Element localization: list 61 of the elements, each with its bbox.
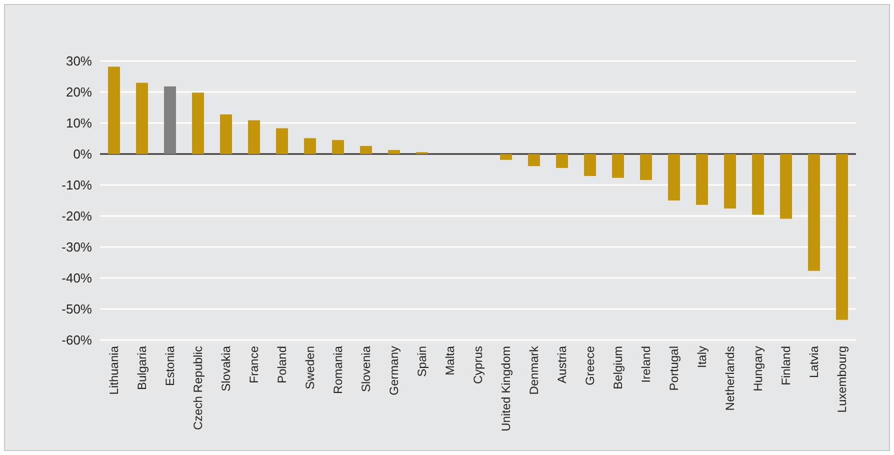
bar xyxy=(696,154,708,205)
bar xyxy=(612,154,624,178)
bar xyxy=(528,154,540,166)
x-tick-label: Bulgaria xyxy=(135,346,149,390)
x-tick-label: Italy xyxy=(695,346,709,368)
x-tick-label: United Kingdom xyxy=(499,346,513,432)
bar xyxy=(556,154,568,168)
x-tick-label: Romania xyxy=(331,346,345,394)
bar xyxy=(780,154,792,219)
y-tick-label: -20% xyxy=(62,208,92,224)
bar xyxy=(808,154,820,271)
x-tick-label: Lithuania xyxy=(107,346,121,395)
x-tick-label: Denmark xyxy=(527,345,541,395)
bar xyxy=(220,114,232,154)
x-tick-label: Sweden xyxy=(303,346,317,390)
x-tick-label: Malta xyxy=(443,346,457,376)
bar xyxy=(192,92,204,154)
bar xyxy=(276,128,288,154)
x-tick-label: Slovakia xyxy=(219,346,233,392)
bar xyxy=(668,154,680,200)
y-tick-label: -10% xyxy=(62,178,92,192)
x-tick-label: France xyxy=(247,346,261,384)
x-tick-label: Latvia xyxy=(807,346,821,378)
y-tick-label: 0% xyxy=(73,146,92,162)
x-tick-label: Finland xyxy=(779,346,793,386)
bar xyxy=(836,154,848,320)
x-tick-label: Cyprus xyxy=(471,346,485,384)
x-tick-label: Germany xyxy=(387,346,401,396)
x-tick-label: Belgium xyxy=(611,346,625,390)
x-tick-label: Hungary xyxy=(751,346,765,392)
bar xyxy=(388,150,400,154)
y-tick-label: -30% xyxy=(62,240,92,254)
x-tick-label: Greece xyxy=(583,346,597,386)
bar xyxy=(108,66,120,154)
x-tick-label: Luxembourg xyxy=(835,346,849,413)
x-tick-label: Netherlands xyxy=(723,346,737,411)
x-tick-label: Ireland xyxy=(639,346,653,383)
y-tick-label: 30% xyxy=(66,54,92,68)
x-tick-label: Austria xyxy=(555,346,569,384)
y-tick-label: 20% xyxy=(66,84,92,100)
bar xyxy=(724,154,736,209)
bar xyxy=(752,154,764,215)
y-tick-label: -50% xyxy=(62,302,92,316)
y-tick-label: 10% xyxy=(66,116,92,130)
x-tick-label: Portugal xyxy=(667,346,681,391)
y-tick-label: -60% xyxy=(62,332,92,348)
x-tick-label: Slovenia xyxy=(359,346,373,392)
bar xyxy=(360,146,372,154)
bar xyxy=(248,120,260,154)
bar xyxy=(304,138,316,154)
x-tick-label: Poland xyxy=(275,346,289,384)
bar xyxy=(500,154,512,160)
y-tick-label: -40% xyxy=(62,270,92,286)
bar xyxy=(640,154,652,180)
x-tick-label: Czech Republic xyxy=(191,346,205,430)
bar xyxy=(584,154,596,176)
bar xyxy=(164,86,176,154)
x-tick-label: Spain xyxy=(415,346,429,377)
x-tick-label: Estonia xyxy=(163,346,177,386)
bar xyxy=(136,82,148,154)
bar xyxy=(332,140,344,154)
